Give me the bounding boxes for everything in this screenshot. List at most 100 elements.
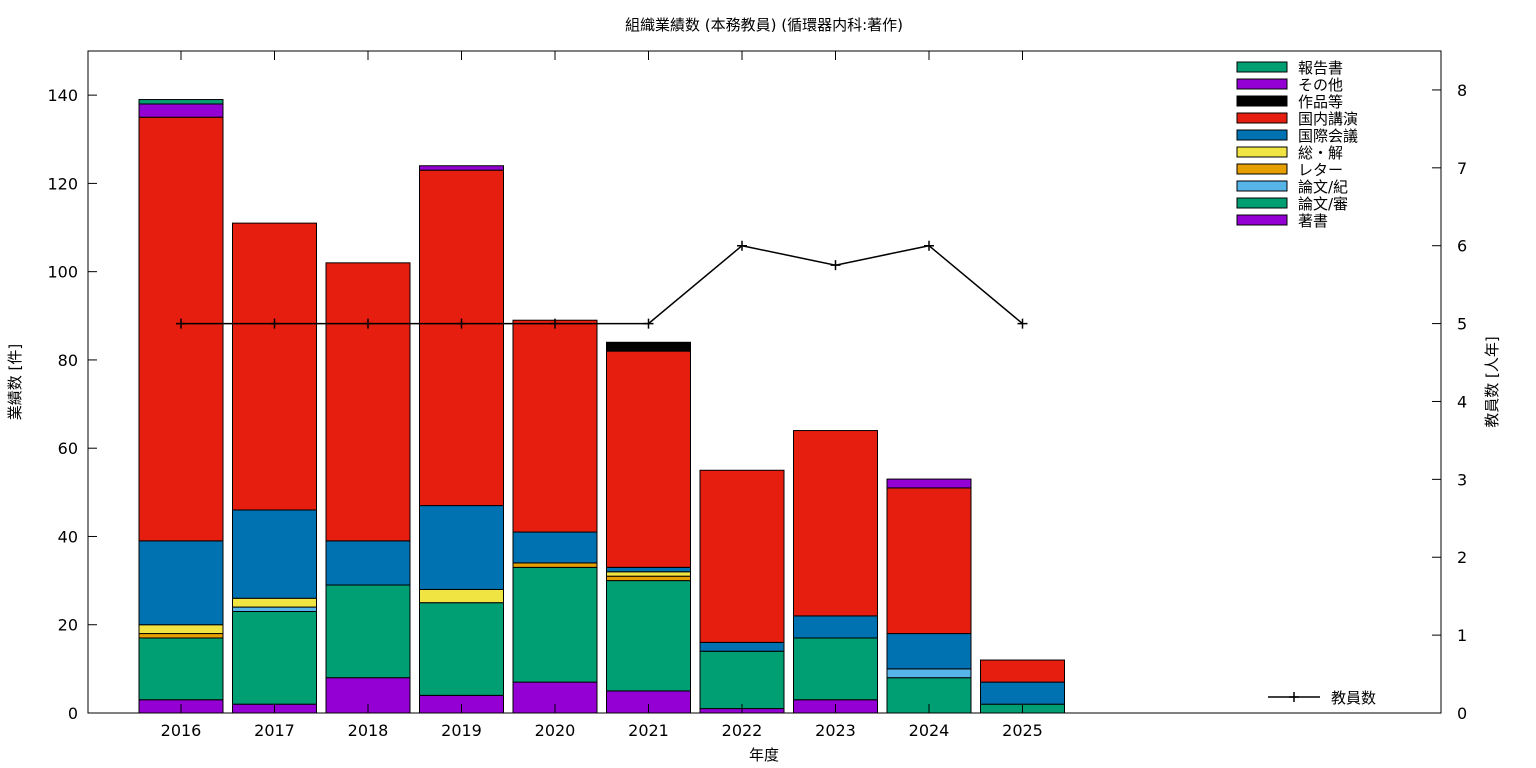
- bar-segment-2017-1: [232, 610, 317, 705]
- bar-segment-2023-1: [793, 637, 878, 701]
- bar-segment-2016-6: [138, 116, 224, 542]
- y2-tick-label: 2: [1457, 548, 1467, 567]
- x-tick-label: 2016: [161, 721, 202, 740]
- legend-label: 作品等: [1298, 93, 1343, 111]
- bar-segment-2018-5: [325, 540, 411, 586]
- x-tick-label: 2019: [441, 721, 482, 740]
- staff-count-point-2019: [456, 318, 467, 329]
- y2-tick-label: 8: [1457, 81, 1467, 100]
- legend-swatch: [1236, 163, 1288, 175]
- legend-label: その他: [1298, 76, 1343, 94]
- bar-segment-2024-6: [886, 487, 972, 635]
- legend-label: レター: [1298, 161, 1343, 179]
- legend-label: 論文/審: [1298, 195, 1348, 213]
- bar-segment-2019-6: [419, 169, 504, 507]
- bar-segment-2017-4: [232, 597, 317, 608]
- x-tick-label: 2020: [535, 721, 576, 740]
- bar-segment-2020-1: [512, 566, 598, 683]
- bar-segment-2024-5: [886, 633, 972, 670]
- bar-segment-2021-7: [606, 341, 691, 352]
- y2-tick-label: 3: [1457, 470, 1467, 489]
- staff-count-point-2022: [737, 240, 747, 251]
- y-tick-label: 40: [58, 527, 78, 546]
- bar-segment-2018-6: [325, 262, 411, 542]
- legend-swatch: [1236, 95, 1288, 107]
- staff-count-point-2021: [643, 318, 654, 329]
- staff-count-line: [181, 244, 1023, 325]
- bar-segment-2024-2: [886, 668, 972, 679]
- bar-segment-2025-6: [980, 659, 1065, 683]
- bar-segment-2021-1: [606, 580, 691, 692]
- legend-label: 報告書: [1298, 59, 1343, 77]
- bar-segment-2021-3: [606, 575, 691, 582]
- legend-label: 論文/紀: [1298, 178, 1348, 196]
- y2-axis-label: 教員数 [人年]: [1483, 336, 1501, 427]
- plot-frame: [87, 50, 1442, 714]
- bar-segment-2024-8: [886, 478, 972, 489]
- x-tick-label: 2017: [254, 721, 295, 740]
- bar-segment-2016-9: [138, 99, 224, 105]
- staff-count-point-2025: [1017, 318, 1028, 329]
- bar-segment-2019-1: [419, 602, 504, 696]
- x-tick-label: 2024: [909, 721, 950, 740]
- bar-segment-2021-6: [606, 350, 691, 568]
- legend-label: 著書: [1298, 212, 1328, 230]
- x-tick-label: 2022: [722, 721, 763, 740]
- bar-segment-2016-8: [138, 103, 224, 118]
- bar-segment-2020-6: [512, 319, 598, 533]
- bar-segment-2016-4: [138, 624, 224, 635]
- y-tick-label: 60: [58, 439, 78, 458]
- staff-count-point-2023: [830, 260, 841, 271]
- legend-swatch: [1236, 61, 1288, 73]
- y-tick-label: 120: [47, 174, 78, 193]
- y2-tick-label: 0: [1457, 704, 1467, 723]
- x-axis-label: 年度: [749, 746, 779, 764]
- y2-tick-label: 6: [1457, 237, 1467, 256]
- legend-label: 総・解: [1298, 144, 1343, 162]
- y-tick-label: 100: [47, 263, 78, 282]
- legend-line-marker: [1289, 692, 1299, 702]
- y-tick-label: 80: [58, 351, 78, 370]
- bar-segment-2019-8: [419, 165, 504, 171]
- bar-segment-2018-1: [325, 584, 411, 679]
- y-tick-label: 20: [58, 616, 78, 635]
- x-tick-label: 2025: [1002, 721, 1043, 740]
- chart-title: 組織業績数 (本務教員) (循環器内科:著作): [625, 16, 903, 34]
- y-axis-label: 業績数 [件]: [6, 344, 24, 420]
- bar-segment-2019-4: [419, 588, 504, 604]
- staff-line-layer: [176, 240, 1028, 329]
- bar-segment-2022-1: [699, 650, 785, 710]
- x-tick-label: 2021: [628, 721, 669, 740]
- bar-segment-2016-5: [138, 540, 224, 626]
- staff-count-point-2016: [176, 318, 186, 329]
- bar-segment-2023-6: [793, 430, 878, 617]
- x-tick-label: 2023: [815, 721, 856, 740]
- bar-segment-2023-5: [793, 615, 878, 639]
- legend-swatch: [1236, 146, 1288, 158]
- legend-label: 国際会議: [1298, 127, 1358, 145]
- bar-segment-2022-6: [699, 469, 785, 643]
- x-tick-label: 2018: [348, 721, 389, 740]
- y-tick-label: 140: [47, 86, 78, 105]
- y2-tick-label: 7: [1457, 159, 1467, 178]
- legend-swatch: [1236, 197, 1288, 209]
- y2-tick-label: 5: [1457, 315, 1467, 334]
- legend-swatch: [1236, 78, 1288, 90]
- y2-tick-label: 4: [1457, 392, 1467, 411]
- bar-segment-2019-5: [419, 505, 504, 590]
- legend-swatch: [1236, 180, 1288, 192]
- bar-segment-2021-5: [606, 566, 691, 573]
- legend-swatch: [1236, 112, 1288, 124]
- staff-count-point-2017: [269, 318, 280, 329]
- bar-segment-2017-5: [232, 509, 317, 599]
- bar-segment-2021-4: [606, 571, 691, 577]
- legend-swatch: [1236, 129, 1288, 141]
- y-tick-label: 0: [68, 704, 78, 723]
- bar-segment-2016-3: [138, 633, 224, 639]
- legend-label: 国内講演: [1298, 110, 1358, 128]
- legend-swatch: [1236, 214, 1288, 226]
- staff-count-point-2024: [924, 240, 934, 251]
- staff-count-point-2020: [550, 318, 560, 329]
